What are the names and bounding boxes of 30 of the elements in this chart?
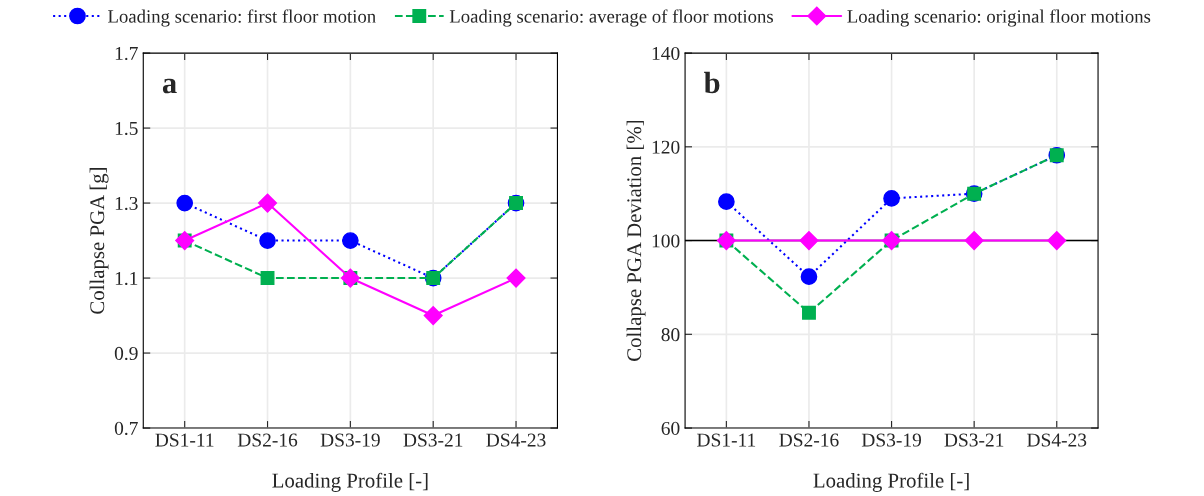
legend-label: Loading scenario: original floor motions (847, 9, 1151, 27)
y-tick-label: 0.9 (114, 346, 138, 361)
x-tick-label: DS2-16 (779, 433, 839, 447)
y-tick-label: 1.1 (115, 271, 138, 286)
y-axis-title: Collapse PGA [g] (89, 168, 109, 314)
x-tick-label: DS3-19 (861, 433, 922, 447)
y-axis-title: Collapse PGA Deviation [%] (626, 120, 646, 361)
y-tick-label: 80 (661, 328, 680, 342)
y-tick-label: 140 (652, 46, 680, 61)
y-tick-label: 1.7 (115, 46, 138, 61)
x-axis-title: Loading Profile [-] (813, 472, 969, 492)
x-tick-label: DS4-23 (486, 433, 546, 447)
chart-title: b (704, 71, 720, 94)
y-tick-label: 1.3 (115, 196, 138, 211)
x-tick-label: DS3-19 (320, 433, 380, 447)
x-tick-label: DS3-21 (403, 433, 463, 447)
text: a (162, 78, 177, 94)
x-axis-title: Loading Profile [-] (272, 472, 428, 492)
x-tick-label: DS1-11 (155, 433, 214, 447)
y-tick-label: 100 (652, 234, 680, 248)
x-tick-label: DS1-11 (697, 433, 756, 447)
legend-label: Loading scenario: first floor motion (108, 9, 376, 27)
y-tick-label: 60 (661, 421, 680, 435)
x-tick-label: DS3-21 (944, 433, 1004, 447)
y-tick-label: 1.5 (115, 121, 138, 136)
y-tick-label: 120 (652, 140, 680, 154)
legend-label: Loading scenario: average of floor motions (449, 9, 773, 27)
x-tick-label: DS2-16 (237, 433, 298, 447)
x-tick-label: DS4-23 (1027, 433, 1087, 447)
y-tick-label: 0.7 (114, 421, 138, 436)
